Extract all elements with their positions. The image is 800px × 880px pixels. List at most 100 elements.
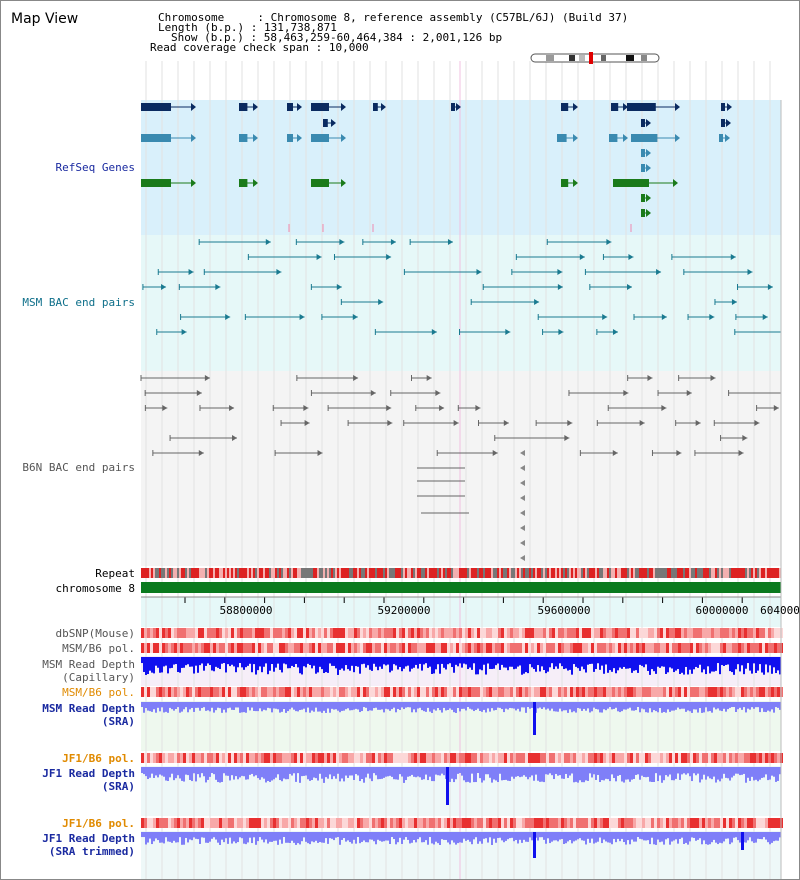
repeat-segment [167, 568, 169, 578]
read-depth-bar [761, 657, 763, 673]
polymorphism-cell [210, 687, 213, 697]
read-depth-bar [431, 767, 433, 782]
polymorphism-cell [666, 753, 669, 763]
repeat-segment [745, 568, 747, 578]
read-depth-bar [157, 832, 159, 841]
read-depth-bar [219, 767, 221, 783]
repeat-segment [503, 568, 505, 578]
polymorphism-cell [477, 687, 480, 697]
read-depth-bar [755, 702, 757, 708]
polymorphism-cell [624, 628, 627, 638]
polymorphism-cell [669, 643, 672, 653]
read-depth-bar [369, 832, 371, 840]
polymorphism-cell [738, 628, 741, 638]
read-depth-bar [443, 832, 445, 840]
read-depth-bar [337, 702, 339, 711]
polymorphism-cell [426, 628, 429, 638]
polymorphism-cell [441, 687, 444, 697]
repeat-segment [605, 568, 607, 578]
polymorphism-cell [378, 753, 381, 763]
polymorphism-cell [513, 753, 516, 763]
read-depth-bar [645, 767, 647, 778]
polymorphism-cell [144, 628, 147, 638]
read-depth-bar [555, 657, 557, 667]
polymorphism-cell [450, 818, 453, 828]
repeat-segment [677, 568, 679, 578]
read-depth-bar [577, 657, 579, 669]
polymorphism-cell [735, 753, 738, 763]
read-depth-bar [581, 767, 583, 783]
read-depth-bar [711, 657, 713, 672]
read-depth-bar [435, 832, 437, 842]
read-depth-bar [363, 702, 365, 708]
axis-tick-label: 59200000 [377, 604, 431, 617]
polymorphism-cell [657, 687, 660, 697]
polymorphism-cell [381, 687, 384, 697]
polymorphism-cell [174, 643, 177, 653]
polymorphism-cell [537, 753, 540, 763]
polymorphism-cell [777, 753, 780, 763]
read-depth-bar [747, 657, 749, 664]
read-depth-bar [203, 702, 205, 708]
read-depth-bar [523, 832, 525, 840]
read-depth-bar [701, 832, 703, 845]
polymorphism-cell [753, 818, 756, 828]
gene-exon [561, 179, 569, 187]
read-depth-bar [331, 832, 333, 839]
repeat-segment [767, 568, 769, 578]
polymorphism-cell [723, 643, 726, 653]
read-depth-bar [277, 702, 279, 710]
read-depth-bar [377, 657, 379, 671]
repeat-segment [739, 568, 741, 578]
read-depth-bar [421, 832, 423, 843]
read-depth-bar [299, 657, 301, 674]
polymorphism-cell [375, 818, 378, 828]
read-depth-bar [521, 832, 523, 843]
polymorphism-cell [486, 753, 489, 763]
read-depth-bar [293, 702, 295, 710]
polymorphism-cell [171, 628, 174, 638]
read-depth-bar [641, 702, 643, 709]
polymorphism-cell [222, 818, 225, 828]
polymorphism-cell [564, 753, 567, 763]
read-depth-bar [725, 702, 727, 712]
repeat-segment [533, 568, 535, 578]
polymorphism-cell [357, 753, 360, 763]
repeat-segment [247, 568, 249, 578]
polymorphism-cell [516, 687, 519, 697]
repeat-segment [779, 568, 781, 578]
read-depth-bar [519, 832, 521, 840]
read-depth-bar [539, 657, 541, 672]
read-depth-bar [221, 832, 223, 840]
polymorphism-cell [390, 687, 393, 697]
read-depth-bar [725, 832, 727, 839]
polymorphism-cell [291, 628, 294, 638]
read-depth-bar [543, 657, 545, 671]
polymorphism-cell [738, 687, 741, 697]
read-depth-bar [355, 702, 357, 709]
polymorphism-cell [312, 818, 315, 828]
polymorphism-cell [378, 687, 381, 697]
polymorphism-cell [270, 818, 273, 828]
read-depth-bar [545, 657, 547, 674]
repeat-segment [189, 568, 191, 578]
bac-pair-arrow [731, 299, 737, 305]
bac-pair-arrow [431, 329, 437, 335]
gene-exon [719, 134, 723, 142]
read-depth-bar [521, 657, 523, 675]
read-depth-bar [633, 702, 635, 711]
read-depth-bar [697, 702, 699, 713]
read-depth-bar [717, 832, 719, 845]
read-depth-bar [669, 702, 671, 712]
read-depth-bar [583, 702, 585, 709]
bac-pair-arrow [386, 405, 392, 411]
polymorphism-cell [180, 753, 183, 763]
repeat-segment [341, 568, 343, 578]
repeat-segment [663, 568, 665, 578]
read-depth-bar [267, 767, 269, 781]
polymorphism-cell [264, 643, 267, 653]
read-depth-bar [301, 832, 303, 842]
repeat-segment [339, 568, 341, 578]
polymorphism-cell [321, 753, 324, 763]
